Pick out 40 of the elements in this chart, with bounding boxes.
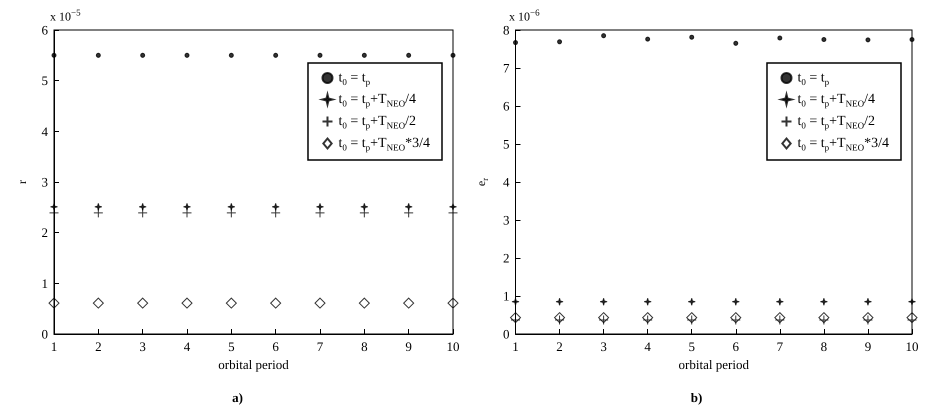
y-tick-label: 2 bbox=[42, 225, 48, 240]
x-tick-label: 2 bbox=[556, 339, 563, 354]
y-tick-label: 3 bbox=[503, 212, 510, 228]
x-tick-label: 4 bbox=[184, 339, 191, 354]
y-axis-title: r bbox=[15, 180, 29, 184]
y-tick-label: 4 bbox=[42, 124, 48, 139]
x-tick-label: 8 bbox=[361, 339, 368, 354]
y-tick-label: 5 bbox=[503, 136, 510, 152]
y-tick-label: 2 bbox=[503, 250, 510, 266]
y-tick-label: 8 bbox=[503, 22, 510, 38]
x-axis-title: orbital period bbox=[678, 356, 750, 372]
y-tick-label: 1 bbox=[42, 276, 48, 291]
x-tick-label: 10 bbox=[906, 339, 918, 354]
y-tick-label: 3 bbox=[42, 174, 48, 190]
x-tick-label: 4 bbox=[644, 339, 652, 354]
x-tick-label: 9 bbox=[864, 339, 872, 354]
x-tick-label: 10 bbox=[446, 339, 460, 354]
text: b) bbox=[690, 390, 702, 405]
y-tick-label: 0 bbox=[503, 326, 510, 342]
x-tick-label: 8 bbox=[820, 339, 828, 354]
x-tick-label: 7 bbox=[776, 339, 784, 354]
x-tick-label: 6 bbox=[272, 339, 280, 354]
y-tick-label: 7 bbox=[503, 60, 510, 76]
x-tick-label: 9 bbox=[405, 339, 412, 354]
x-tick-label: 3 bbox=[139, 339, 146, 354]
x-axis-title: orbital period bbox=[218, 356, 290, 372]
x-tick-label: 5 bbox=[688, 339, 695, 354]
y-tick-label: 6 bbox=[503, 98, 510, 114]
x-tick-label: 5 bbox=[228, 339, 235, 354]
y-tick-label: 4 bbox=[503, 174, 510, 190]
x-tick-label: 2 bbox=[95, 339, 102, 354]
x-tick-label: 3 bbox=[600, 339, 607, 354]
x-tick-label: 6 bbox=[732, 339, 740, 354]
y-axis-title: er bbox=[474, 178, 490, 186]
y-tick-label: 5 bbox=[42, 73, 48, 88]
y-tick-label: 0 bbox=[42, 326, 48, 342]
y-tick-label: 6 bbox=[42, 22, 48, 38]
text: a) bbox=[232, 390, 243, 405]
x-tick-label: 7 bbox=[316, 339, 324, 354]
y-tick-label: 1 bbox=[503, 288, 510, 304]
